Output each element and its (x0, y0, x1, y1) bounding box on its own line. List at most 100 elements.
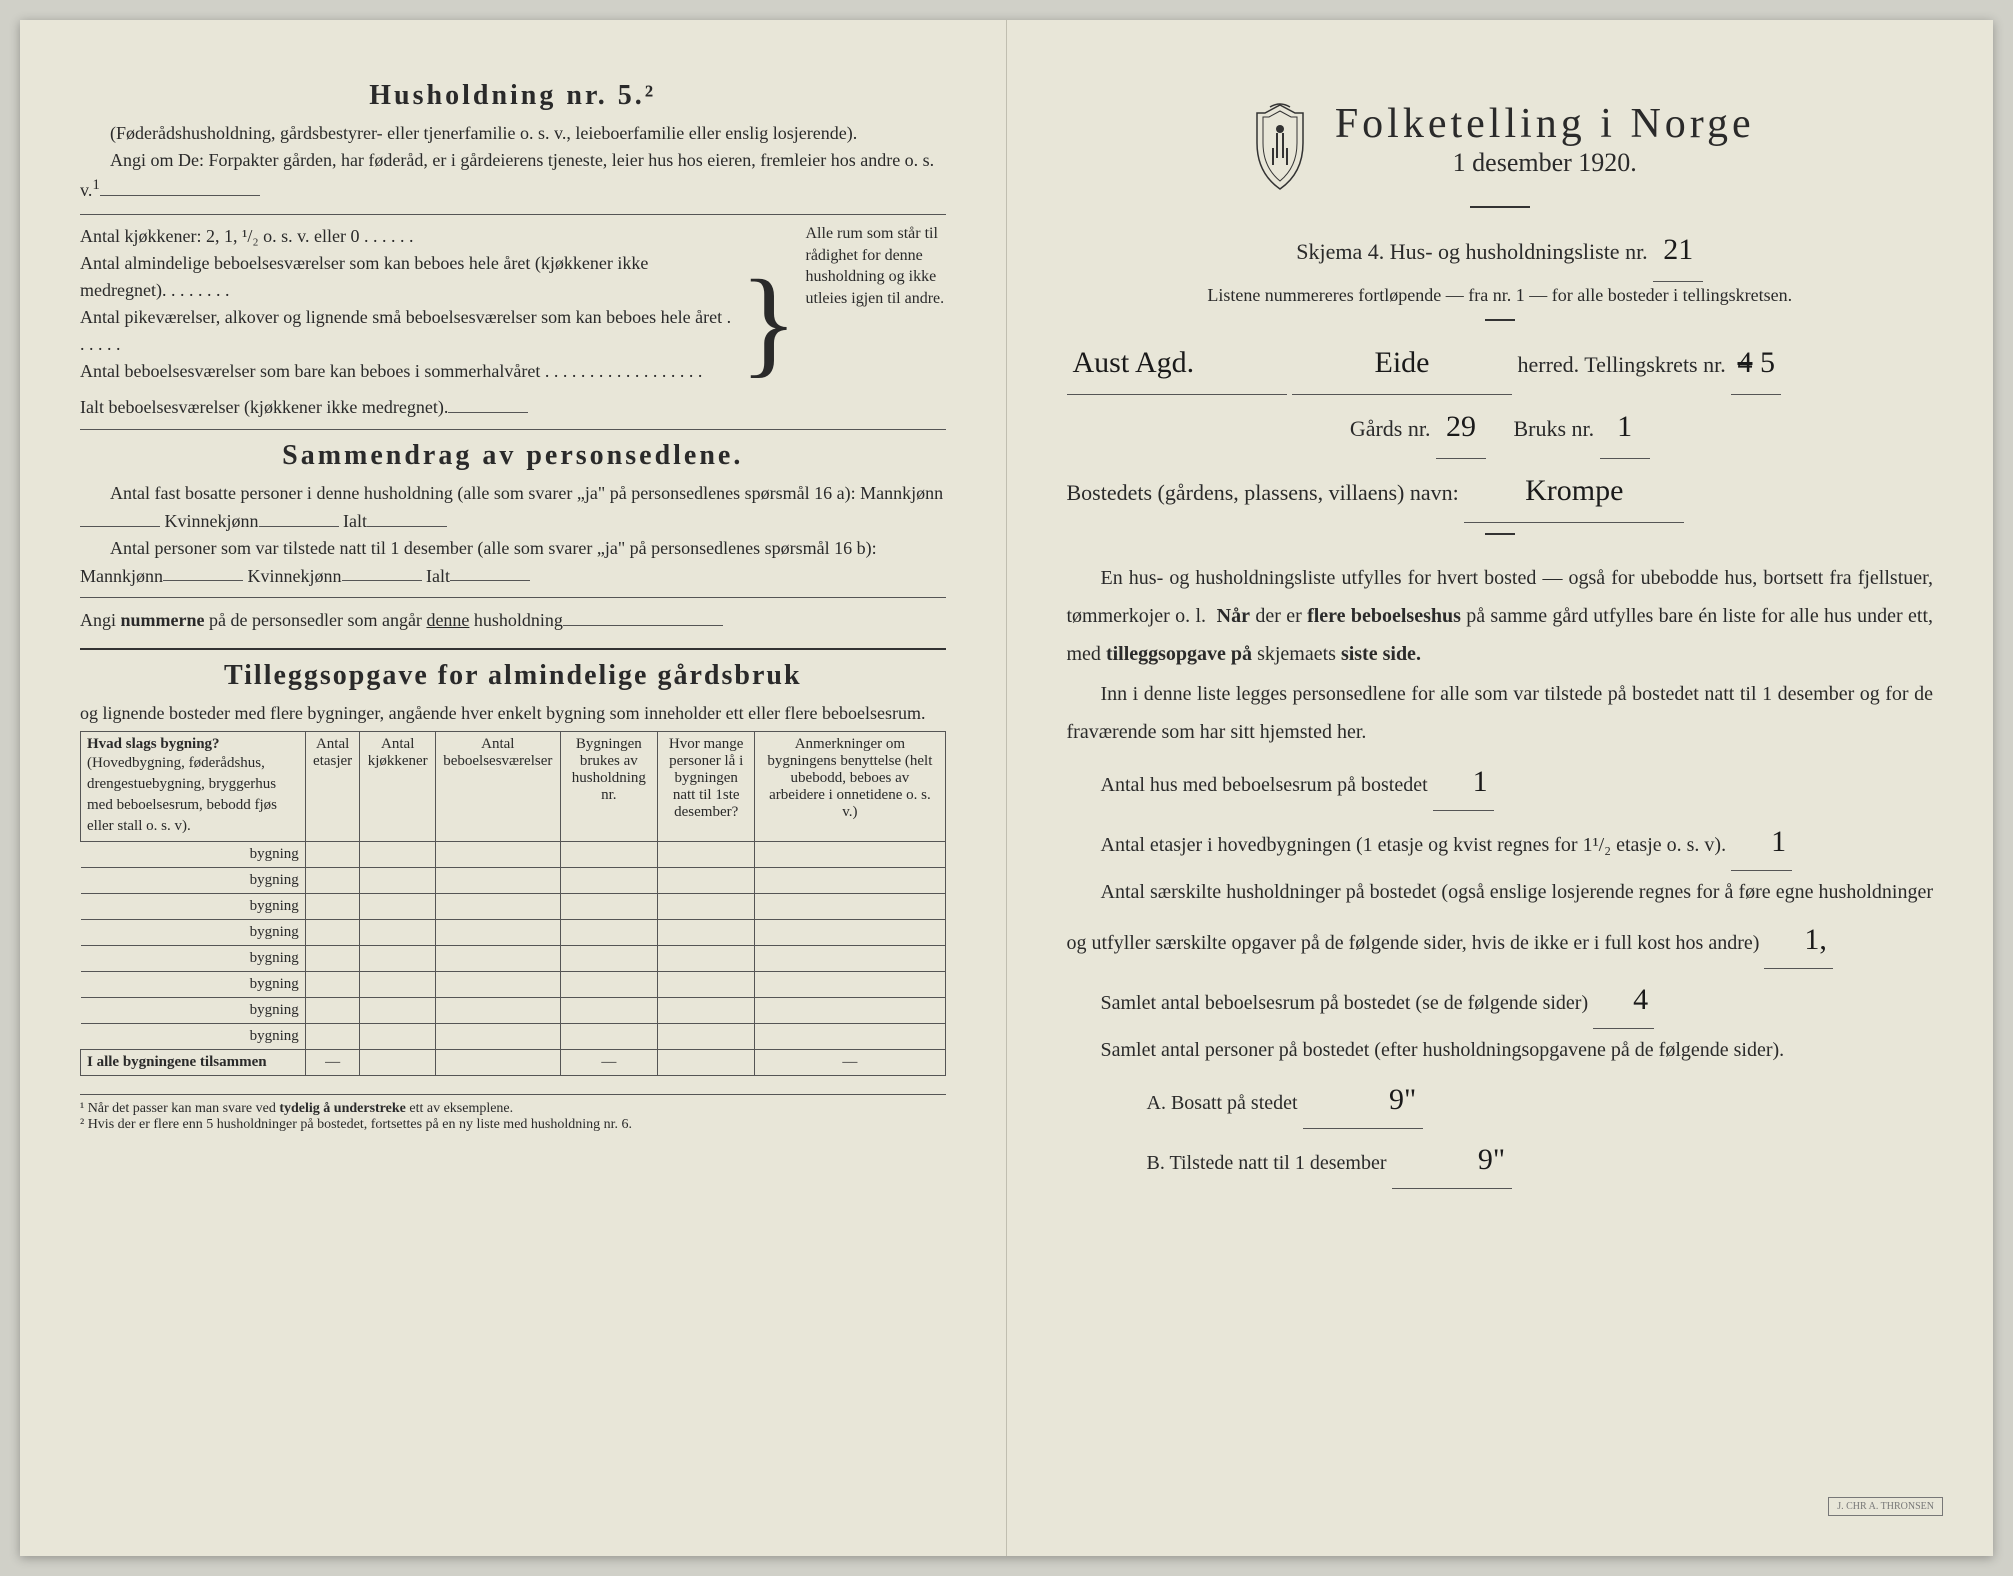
row-label: bygning (81, 894, 306, 920)
row-label: bygning (81, 842, 306, 868)
bygning-tbody: bygning bygning bygning bygning bygning … (81, 842, 946, 1076)
th-title: Hvad slags bygning? (87, 736, 220, 752)
table-row: bygning (81, 1024, 946, 1050)
blank-line (367, 507, 447, 527)
instruks-p2: Inn i denne liste legges personsedlene f… (1067, 675, 1934, 751)
row-label: bygning (81, 868, 306, 894)
skjema-nr-value: 21 (1653, 218, 1703, 282)
blank-line (100, 176, 260, 196)
text-bold: nummerne (121, 610, 205, 630)
kitchen-row: Antal beboelsesværelser som bare kan beb… (80, 358, 732, 385)
bosted-value: Krompe (1464, 459, 1684, 523)
sammendrag-p2: Antal personer som var tilstede natt til… (80, 535, 946, 590)
text-underline: denne (426, 610, 469, 630)
bygning-table: Hvad slags bygning? (Hovedbygning, føder… (80, 731, 946, 1076)
blank-line (80, 507, 160, 527)
skjema-label: Skjema 4. Hus- og husholdningsliste nr. (1296, 239, 1647, 264)
tillegg-sub: og lignende bosteder med flere bygninger… (80, 700, 946, 727)
row-label: bygning (81, 1024, 306, 1050)
rule-short (1485, 533, 1515, 535)
tilstede-line: B. Tilstede natt til 1 desember 9" (1067, 1131, 1934, 1189)
blank-line (450, 562, 530, 582)
herred-value: Eide (1292, 331, 1512, 395)
bosatt-line: A. Bosatt på stedet 9" (1067, 1071, 1934, 1129)
divider (80, 429, 946, 430)
label: B. Tilstede natt til 1 desember (1147, 1152, 1387, 1174)
kitchen-row: Antal kjøkkener: 2, 1, ¹/₂ o. s. v. elle… (80, 223, 732, 250)
tillegg-title: Tilleggsopgave for almindelige gårdsbruk (80, 660, 946, 692)
kitchen-rows: Antal kjøkkener: 2, 1, ¹/₂ o. s. v. elle… (80, 223, 732, 421)
antal-hus-line: Antal hus med beboelsesrum på bostedet 1 (1067, 753, 1934, 811)
row-label: bygning (81, 998, 306, 1024)
th-kjokkener: Antal kjøkkener (360, 732, 436, 842)
blank-line (563, 606, 723, 626)
text: Angi (80, 610, 121, 630)
footnote-2: ² Hvis der er flere enn 5 husholdninger … (80, 1117, 946, 1133)
value: 9" (1392, 1131, 1512, 1189)
tk-num: 5 (1760, 346, 1775, 379)
brace-icon: } (732, 274, 806, 370)
label: Antal etasjer i hovedbygningen (1 etasje… (1101, 834, 1727, 856)
document-spread: Husholdning nr. 5.² (Føderådshusholdning… (20, 20, 1993, 1556)
sammendrag-p1: Antal fast bosatte personer i denne hush… (80, 480, 946, 535)
printer-stamp: J. CHR A. THRONSEN (1828, 1497, 1943, 1516)
husholdning-p1: (Føderådshusholdning, gårdsbestyrer- ell… (80, 120, 946, 147)
listene-note: Listene nummereres fortløpende — fra nr.… (1067, 282, 1934, 309)
blank-line (342, 562, 422, 582)
kitchen-block: Antal kjøkkener: 2, 1, ¹/₂ o. s. v. elle… (80, 223, 946, 421)
samlet-beboelses-line: Samlet antal beboelsesrum på bostedet (s… (1067, 971, 1934, 1029)
husholdning-title: Husholdning nr. 5.² (80, 80, 946, 112)
table-row: bygning (81, 920, 946, 946)
kitchen-row: Antal almindelige beboelsesværelser som … (80, 250, 732, 304)
rule (1470, 206, 1530, 208)
left-page: Husholdning nr. 5.² (Føderådshusholdning… (20, 20, 1007, 1556)
date-line: 1 desember 1920. (1335, 148, 1755, 178)
text: på de personsedler som angår (205, 610, 427, 630)
table-header-row: Hvad slags bygning? (Hovedbygning, føder… (81, 732, 946, 842)
title-block: Folketelling i Norge 1 desember 1920. (1067, 100, 1934, 196)
sammendrag-title: Sammendrag av personsedlene. (80, 440, 946, 472)
row-label: bygning (81, 972, 306, 998)
right-page: Folketelling i Norge 1 desember 1920. Sk… (1007, 20, 1994, 1556)
th-anmerkninger: Anmerkninger om bygningens benyttelse (h… (755, 732, 945, 842)
antal-saerskilte-line: Antal særskilte husholdninger på bostede… (1067, 873, 1934, 969)
th-vaerelser: Antal beboelsesværelser (435, 732, 560, 842)
gards-label: Gårds nr. (1350, 416, 1431, 441)
table-total-row: I alle bygningene tilsammen——— (81, 1050, 946, 1076)
label: Samlet antal beboelsesrum på bostedet (s… (1101, 992, 1589, 1014)
divider (80, 597, 946, 598)
footnotes: ¹ Når det passer kan man svare ved tydel… (80, 1094, 946, 1133)
th-personer: Hvor mange personer lå i bygningen natt … (658, 732, 755, 842)
bruks-nr-value: 1 (1600, 395, 1650, 459)
amt-value: Aust Agd. (1067, 331, 1287, 395)
gards-nr-value: 29 (1436, 395, 1486, 459)
sup-1: 1 (92, 177, 100, 193)
skjema-line: Skjema 4. Hus- og husholdningsliste nr. … (1067, 218, 1934, 282)
text: Kvinnekjønn (165, 511, 259, 531)
value: 4 (1593, 971, 1654, 1029)
bosted-label: Bostedets (gårdens, plassens, villaens) … (1067, 480, 1459, 505)
text: husholdning (469, 610, 563, 630)
table-row: bygning (81, 894, 946, 920)
table-row: bygning (81, 868, 946, 894)
title-text: Folketelling i Norge 1 desember 1920. (1335, 100, 1755, 196)
table-row: bygning (81, 946, 946, 972)
bosted-line: Bostedets (gårdens, plassens, villaens) … (1067, 459, 1934, 523)
table-row: bygning (81, 998, 946, 1024)
value: 1 (1731, 813, 1792, 871)
th-type: Hvad slags bygning? (Hovedbygning, føder… (81, 732, 306, 842)
herred-line: Aust Agd. Eide herred. Tellingskrets nr.… (1067, 331, 1934, 395)
total-label: I alle bygningene tilsammen (87, 1054, 267, 1070)
th-sub: (Hovedbygning, føderådshus, drengestueby… (87, 755, 277, 834)
husholdning-p2: Angi om De: Forpakter gården, har føderå… (80, 147, 946, 204)
instructions: En hus- og husholdningsliste utfylles fo… (1067, 559, 1934, 1189)
text: Antal fast bosatte personer i denne hush… (110, 483, 943, 503)
table-row: bygning (81, 842, 946, 868)
value: 1 (1433, 753, 1494, 811)
label: Antal hus med beboelsesrum på bostedet (1101, 774, 1428, 796)
kitchen-total-label: Ialt beboelsesværelser (kjøkkener ikke m… (80, 397, 448, 417)
table-row: bygning (81, 972, 946, 998)
value: 9" (1303, 1071, 1423, 1129)
kitchen-row: Antal pikeværelser, alkover og lignende … (80, 304, 732, 358)
value: 1, (1764, 911, 1833, 969)
